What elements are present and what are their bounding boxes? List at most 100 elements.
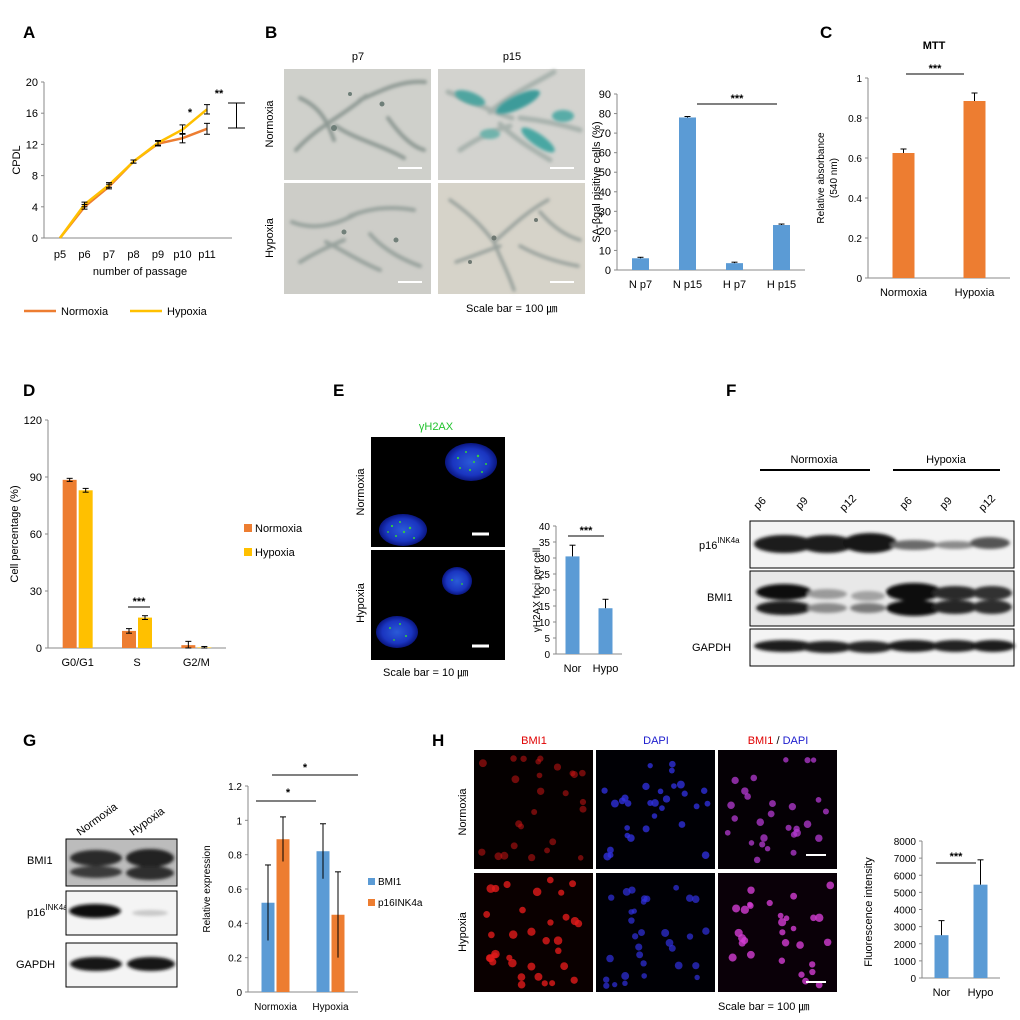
panel-e-bar-nor <box>565 556 580 654</box>
lane-label-n-p9: p9 <box>794 495 811 512</box>
if-nucleus <box>606 846 614 854</box>
if-nucleus <box>640 899 647 905</box>
panel-d-bar-normoxia-s <box>122 630 136 648</box>
if-nucleus <box>815 834 823 842</box>
panel-c-ytick-0: 0 <box>856 274 862 285</box>
if-nucleus <box>681 790 688 797</box>
if-nucleus <box>510 842 518 850</box>
panel-a-ytick-16: 16 <box>26 108 38 120</box>
panel-h-row-normoxia: Normoxia <box>457 788 469 836</box>
if-nucleus <box>747 902 754 909</box>
if-nucleus <box>778 957 786 964</box>
panel-g-ytick-0-8: 0.8 <box>228 851 242 862</box>
micrograph-normoxia-p15 <box>438 69 585 180</box>
panel-g-bar-bmi1-hypoxia <box>316 851 330 992</box>
panel-c-ytick-0-4: 0.4 <box>848 194 862 205</box>
if-nucleus <box>822 808 829 815</box>
panel-e-ytick-0: 0 <box>544 650 550 661</box>
panel-c-ylabel-line2: (540 nm) <box>829 158 840 198</box>
panel-h-ytick-3000: 3000 <box>894 923 917 934</box>
panel-b-bar-h-p15 <box>773 225 790 270</box>
panel-b-bar-n-p7 <box>632 258 649 270</box>
if-nucleus <box>810 914 817 922</box>
legend-label-p16: p16INK4a <box>378 898 423 909</box>
panel-g-xtick-normoxia: Normoxia <box>254 1002 297 1013</box>
panel-a-line-normoxia <box>59 127 208 239</box>
panel-e-images: γH2AX Normoxia Hypoxia Scale bar = 10 ㎛ <box>355 421 505 679</box>
panel-d-bar-hypoxia-s <box>138 617 152 648</box>
panel-b-bar-n-p15 <box>679 117 696 270</box>
panel-e-stain-label: γH2AX <box>419 421 454 433</box>
if-nucleus <box>638 929 645 937</box>
panel-g-ytick-1: 1 <box>236 816 242 827</box>
if-nucleus <box>627 834 635 842</box>
if-nucleus <box>531 809 538 816</box>
if-nucleus <box>815 981 823 989</box>
panel-b-ytick-90: 90 <box>599 89 611 101</box>
panel-b-ytick-80: 80 <box>599 109 611 121</box>
panel-h-row-hypoxia: Hypoxia <box>457 911 469 952</box>
legend-label-normoxia-d: Normoxia <box>255 523 303 535</box>
panel-g-sig-1: * <box>303 762 308 774</box>
if-nucleus <box>553 763 562 771</box>
panel-h-ytick-7000: 7000 <box>894 854 917 865</box>
if-nucleus <box>724 829 731 836</box>
panel-b-bar-h-p7 <box>726 263 743 270</box>
panel-h-ytick-0: 0 <box>910 974 916 985</box>
panel-d-ytick-0: 0 <box>36 643 42 655</box>
if-nucleus <box>731 815 738 822</box>
panel-d-bar-hypoxia-g0-g1 <box>78 490 93 648</box>
if-nucleus <box>628 886 636 894</box>
if-nucleus <box>628 917 635 924</box>
panel-f-group-normoxia: Normoxia <box>790 454 838 466</box>
if-nucleus <box>823 938 832 947</box>
panel-h-ytick-8000: 8000 <box>894 837 917 848</box>
if-nucleus <box>767 810 775 818</box>
if-nucleus <box>489 958 497 966</box>
if-nucleus <box>796 941 804 949</box>
if-nucleus <box>734 928 743 938</box>
if-nucleus <box>549 980 556 987</box>
panel-d-ytick-60: 60 <box>30 529 42 541</box>
panel-b-ytick-40: 40 <box>599 187 611 199</box>
panel-b-ytick-60: 60 <box>599 148 611 160</box>
if-nucleus <box>520 755 527 762</box>
panel-a-xtick-p11: p11 <box>198 249 216 261</box>
if-nucleus <box>622 980 628 987</box>
if-nucleus <box>478 759 487 768</box>
if-nucleus <box>555 947 562 955</box>
panel-e-sig: *** <box>580 525 594 537</box>
if-nucleus <box>778 918 787 927</box>
if-nucleus <box>809 968 816 976</box>
if-nucleus <box>810 757 817 763</box>
if-nucleus <box>579 769 586 777</box>
if-nucleus <box>642 782 650 791</box>
col-label-p15: p15 <box>503 51 521 63</box>
panel-h-bar-hypo <box>973 884 988 978</box>
panel-g-ytick-1-2: 1.2 <box>228 782 242 793</box>
if-nucleus <box>657 788 664 795</box>
if-nucleus <box>766 899 773 907</box>
panel-f-label-p16: p16INK4a <box>699 536 740 552</box>
panel-e-ytick-10: 10 <box>539 618 551 629</box>
panel-label-f: F <box>726 381 736 400</box>
if-nucleus <box>635 943 643 951</box>
if-nucleus <box>750 774 758 782</box>
panel-e-ytick-25: 25 <box>539 570 551 581</box>
if-nucleus <box>624 800 632 807</box>
if-nucleus <box>676 780 685 789</box>
if-nucleus <box>628 909 635 915</box>
panel-e-ylabel: γH2AX foci per cell <box>532 548 543 632</box>
micrograph-normoxia-p7 <box>284 69 431 180</box>
if-nucleus <box>788 803 797 811</box>
if-nucleus <box>669 760 676 768</box>
panel-f-label-gapdh: GAPDH <box>692 642 731 654</box>
panel-label-c: C <box>820 23 832 42</box>
panel-h-ylabel: Fluorescence intensity <box>863 857 875 967</box>
if-nucleus <box>601 787 608 794</box>
if-nucleus <box>790 892 798 900</box>
if-nucleus <box>558 889 565 896</box>
panel-g-ytick-0-6: 0.6 <box>228 885 242 896</box>
panel-b-ytick-10: 10 <box>599 245 611 257</box>
if-nucleus <box>686 933 694 940</box>
